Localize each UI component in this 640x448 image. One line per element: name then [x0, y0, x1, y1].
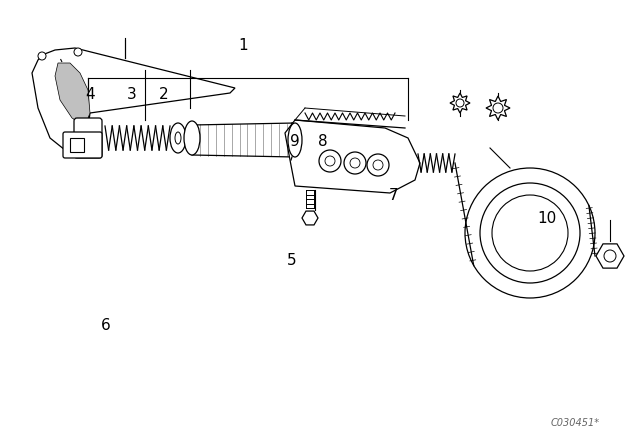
FancyBboxPatch shape	[63, 132, 102, 158]
Text: 5: 5	[286, 253, 296, 268]
Polygon shape	[285, 120, 420, 193]
Circle shape	[344, 152, 366, 174]
Polygon shape	[55, 63, 90, 126]
Circle shape	[350, 158, 360, 168]
Text: 2: 2	[158, 87, 168, 102]
FancyBboxPatch shape	[74, 118, 102, 158]
Circle shape	[604, 250, 616, 262]
Bar	[70, 138, 84, 152]
Text: 10: 10	[538, 211, 557, 225]
Ellipse shape	[184, 121, 200, 155]
Text: 8: 8	[318, 134, 328, 149]
Text: 6: 6	[100, 318, 111, 333]
Polygon shape	[486, 96, 510, 120]
Circle shape	[456, 99, 464, 107]
Circle shape	[493, 103, 503, 113]
Polygon shape	[302, 211, 318, 225]
Circle shape	[325, 156, 335, 166]
Text: 9: 9	[289, 134, 300, 149]
Circle shape	[319, 150, 341, 172]
Circle shape	[492, 195, 568, 271]
Text: 3: 3	[126, 87, 136, 102]
Circle shape	[465, 168, 595, 298]
Polygon shape	[32, 48, 235, 156]
Ellipse shape	[170, 123, 186, 153]
Text: 1: 1	[238, 38, 248, 53]
Circle shape	[480, 183, 580, 283]
Circle shape	[38, 52, 46, 60]
Text: C030451*: C030451*	[551, 418, 600, 428]
Polygon shape	[596, 244, 624, 268]
Circle shape	[367, 154, 389, 176]
Text: 7: 7	[388, 188, 399, 203]
Ellipse shape	[288, 123, 302, 157]
Ellipse shape	[175, 132, 181, 144]
Polygon shape	[450, 93, 470, 113]
Circle shape	[373, 160, 383, 170]
Circle shape	[74, 48, 82, 56]
Text: 4: 4	[84, 87, 95, 102]
